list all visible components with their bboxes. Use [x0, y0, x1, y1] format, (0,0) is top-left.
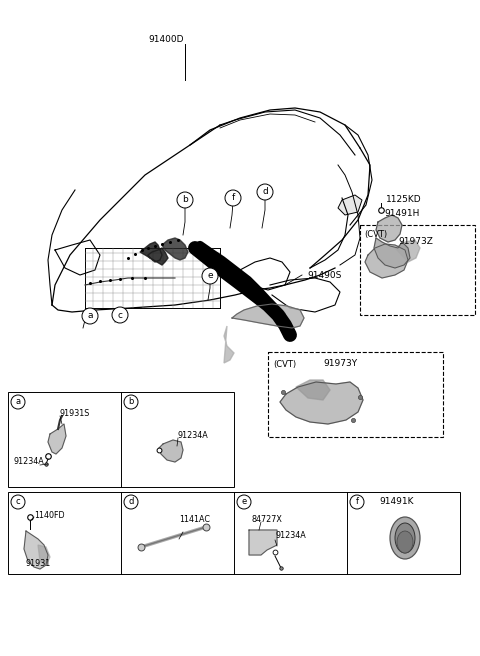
Circle shape	[124, 495, 138, 509]
Polygon shape	[38, 545, 50, 565]
Polygon shape	[162, 238, 188, 260]
Text: f: f	[231, 194, 235, 203]
Circle shape	[257, 184, 273, 200]
Circle shape	[82, 308, 98, 324]
Polygon shape	[224, 326, 234, 363]
Text: 91491H: 91491H	[384, 209, 420, 218]
Text: d: d	[128, 497, 134, 506]
Polygon shape	[338, 195, 362, 215]
Polygon shape	[395, 240, 420, 262]
Polygon shape	[376, 215, 402, 242]
Polygon shape	[48, 424, 66, 454]
Text: c: c	[118, 310, 122, 319]
Bar	[8, 392, 234, 487]
Polygon shape	[159, 440, 183, 462]
Text: f: f	[356, 497, 359, 506]
Text: b: b	[182, 195, 188, 205]
Circle shape	[237, 495, 251, 509]
Text: 91491K: 91491K	[379, 497, 413, 506]
Circle shape	[350, 495, 364, 509]
Text: d: d	[262, 188, 268, 197]
Text: (CVT): (CVT)	[273, 359, 296, 369]
Text: 91234A: 91234A	[13, 457, 44, 466]
Circle shape	[124, 395, 138, 409]
Text: 91973Y: 91973Y	[323, 359, 357, 369]
Bar	[360, 225, 475, 315]
Text: 1141AC: 1141AC	[179, 514, 210, 523]
Circle shape	[202, 268, 218, 284]
Text: 1140FD: 1140FD	[34, 510, 65, 520]
Circle shape	[11, 495, 25, 509]
Polygon shape	[249, 530, 277, 555]
Text: 91931: 91931	[26, 560, 51, 569]
Text: e: e	[241, 497, 247, 506]
Text: 91973Z: 91973Z	[398, 237, 433, 245]
Polygon shape	[140, 242, 168, 265]
Polygon shape	[24, 531, 48, 569]
Text: 91400D: 91400D	[148, 35, 183, 45]
Text: (CVT): (CVT)	[364, 230, 387, 239]
Polygon shape	[296, 380, 330, 400]
Circle shape	[177, 192, 193, 208]
Bar	[8, 492, 460, 574]
Text: a: a	[15, 398, 21, 407]
Polygon shape	[232, 304, 304, 328]
Text: a: a	[87, 312, 93, 321]
Text: 91490S: 91490S	[307, 270, 341, 279]
Text: 1125KD: 1125KD	[386, 195, 421, 205]
Text: 91234A: 91234A	[178, 432, 209, 440]
Ellipse shape	[395, 523, 415, 553]
Text: 84727X: 84727X	[251, 516, 282, 525]
Text: 91234A: 91234A	[275, 531, 306, 541]
Ellipse shape	[397, 531, 413, 553]
Ellipse shape	[390, 517, 420, 559]
Text: b: b	[128, 398, 134, 407]
Circle shape	[112, 307, 128, 323]
Text: 91931S: 91931S	[60, 409, 90, 419]
Polygon shape	[280, 382, 363, 424]
Polygon shape	[365, 244, 408, 278]
Polygon shape	[374, 238, 410, 268]
Circle shape	[11, 395, 25, 409]
Text: c: c	[16, 497, 20, 506]
Circle shape	[225, 190, 241, 206]
Text: e: e	[207, 272, 213, 281]
Bar	[268, 352, 443, 437]
